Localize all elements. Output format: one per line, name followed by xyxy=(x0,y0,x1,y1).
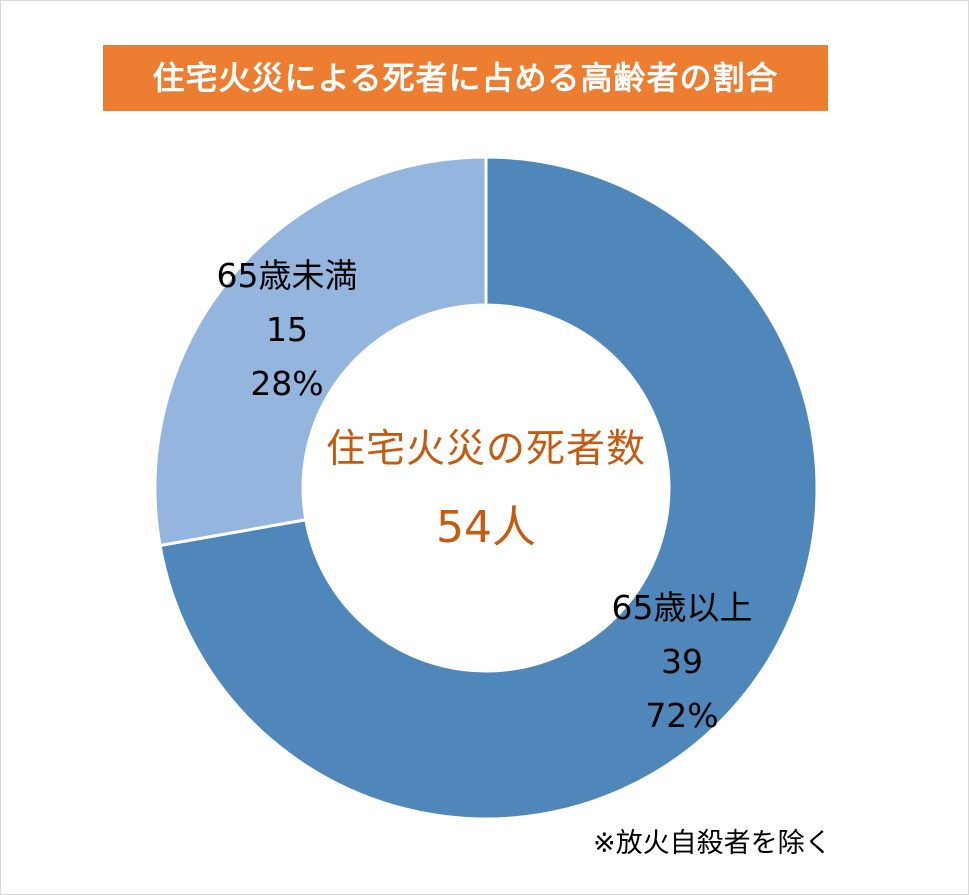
chart-title: 住宅火災による死者に占める高齢者の割合 xyxy=(103,45,828,111)
slice-label-under-65: 65歳未満 15 28% xyxy=(197,249,377,411)
slice-label-65-over-value: 39 xyxy=(661,642,703,681)
slice-label-under-65-value: 15 xyxy=(266,310,308,349)
slice-label-65-over: 65歳以上 39 72% xyxy=(589,581,775,743)
slice-65-over xyxy=(158,155,819,821)
slice-label-under-65-percent: 28% xyxy=(250,364,324,403)
slice-under-65 xyxy=(153,155,488,548)
center-title: 住宅火災の死者数 xyxy=(325,427,646,472)
footnote: ※放火自殺者を除く xyxy=(593,828,832,859)
slice-label-65-over-name: 65歳以上 xyxy=(611,588,753,627)
slice-label-65-over-percent: 72% xyxy=(645,696,719,735)
center-value: 54人 xyxy=(436,502,536,553)
slice-label-under-65-name: 65歳未満 xyxy=(216,256,358,295)
